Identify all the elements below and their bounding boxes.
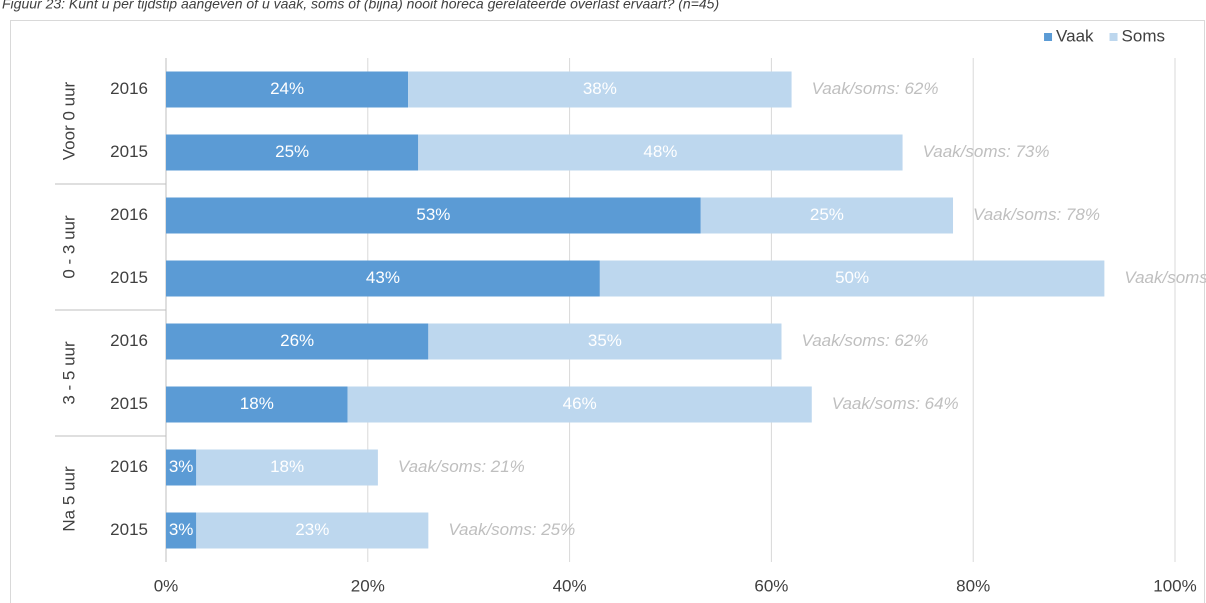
bar-segment: [166, 197, 701, 234]
value-label: 46%: [563, 394, 597, 413]
value-label: 35%: [588, 331, 622, 350]
total-label: Vaak/soms: 21%: [398, 457, 525, 476]
value-label: 25%: [275, 142, 309, 161]
y-tick-label: 2015: [110, 268, 148, 287]
chart-border: [10, 20, 1205, 603]
value-label: 38%: [583, 79, 617, 98]
total-label: Vaak/soms: 73%: [923, 142, 1050, 161]
x-tick-label: 20%: [351, 576, 385, 595]
bar-segment: [418, 134, 903, 171]
y-tick-label: 2016: [110, 79, 148, 98]
value-label: 53%: [416, 205, 450, 224]
group-label: 3 - 5 uur: [59, 341, 78, 405]
bar-segment: [196, 449, 378, 486]
bar-segment: [408, 71, 792, 108]
y-tick-label: 2015: [110, 520, 148, 539]
value-label: 3%: [169, 520, 194, 539]
bar-segment: [599, 260, 1105, 297]
legend-swatch: [1109, 33, 1118, 41]
y-tick-label: 2015: [110, 142, 148, 161]
bar-segment: [166, 71, 409, 108]
group-label: Voor 0 uur: [59, 81, 78, 160]
value-label: 3%: [169, 457, 194, 476]
bar-segment: [347, 386, 812, 423]
bar-segment: [166, 512, 197, 549]
total-label: Vaak/soms: 93%: [1124, 268, 1206, 287]
legend-label: Vaak: [1056, 26, 1094, 45]
legend-swatch: [1044, 33, 1053, 41]
value-label: 18%: [270, 457, 304, 476]
bar-segment: [166, 386, 348, 423]
value-label: 23%: [295, 520, 329, 539]
bar-segment: [166, 449, 197, 486]
x-tick-label: 60%: [754, 576, 788, 595]
value-label: 26%: [280, 331, 314, 350]
total-label: Vaak/soms: 62%: [801, 331, 928, 350]
x-tick-label: 0%: [154, 576, 179, 595]
group-label: 0 - 3 uur: [59, 215, 78, 279]
bar-segment: [196, 512, 429, 549]
total-label: Vaak/soms: 25%: [448, 520, 575, 539]
total-label: Vaak/soms: 64%: [832, 394, 959, 413]
total-label: Vaak/soms: 62%: [812, 79, 939, 98]
y-tick-label: 2016: [110, 331, 148, 350]
y-tick-label: 2016: [110, 205, 148, 224]
value-label: 50%: [835, 268, 869, 287]
x-tick-label: 100%: [1153, 576, 1196, 595]
value-label: 24%: [270, 79, 304, 98]
bar-segment: [166, 323, 429, 360]
bar-segment: [166, 134, 419, 171]
value-label: 48%: [643, 142, 677, 161]
y-tick-label: 2016: [110, 457, 148, 476]
chart-title: Figuur 23: Kunt u per tijdstip aangeven …: [2, 0, 719, 12]
value-label: 43%: [366, 268, 400, 287]
y-tick-label: 2015: [110, 394, 148, 413]
value-label: 25%: [810, 205, 844, 224]
x-tick-label: 40%: [553, 576, 587, 595]
bar-segment: [428, 323, 782, 360]
bar-segment: [700, 197, 954, 234]
group-label: Na 5 uur: [59, 466, 78, 532]
total-label: Vaak/soms: 78%: [973, 205, 1100, 224]
value-label: 18%: [240, 394, 274, 413]
legend-label: Soms: [1122, 26, 1165, 45]
x-tick-label: 80%: [956, 576, 990, 595]
bar-segment: [166, 260, 600, 297]
